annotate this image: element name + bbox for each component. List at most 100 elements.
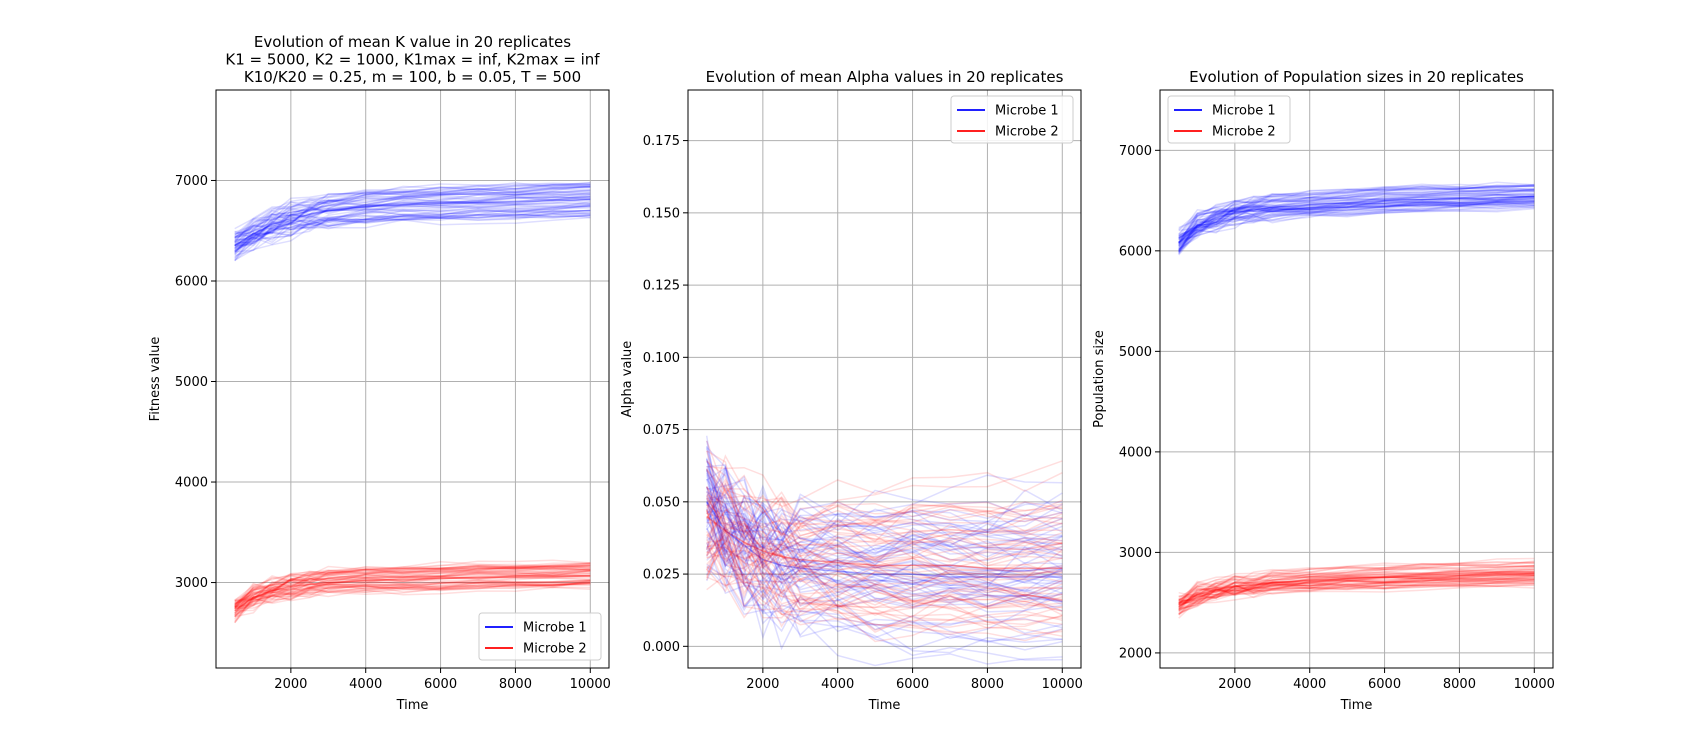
replicate-line [1178,564,1535,600]
replicate-line [1178,583,1535,610]
replicate-line [1178,201,1535,241]
replicate-line [1178,198,1535,243]
replicate-line [706,469,1063,530]
replicate-line [234,210,591,261]
replicate-line [706,542,1063,612]
replicate-line [1178,573,1535,603]
replicate-line [234,574,591,604]
replicate-line [706,528,1063,618]
x-tick-label: 4000 [821,677,854,692]
replicate-line [1178,186,1535,230]
replicate-line [1178,201,1535,251]
y-tick-label: 0.150 [643,206,680,221]
replicate-line [706,530,1063,607]
replicate-line [1178,568,1535,605]
replicate-line [234,196,591,249]
series-2 [705,440,1063,643]
replicate-line [1178,201,1535,254]
series-mean-line [706,501,1063,578]
chart-title: K10/K20 = 0.25, m = 100, b = 0.05, T = 5… [244,68,581,86]
replicate-line [234,562,591,614]
y-tick-label: 0.100 [643,351,680,366]
replicate-line [706,509,1063,567]
replicate-line [705,459,1063,566]
x-tick-label: 2000 [746,677,779,692]
replicate-line [1178,579,1535,606]
replicate-line [706,486,1063,577]
x-tick-label: 6000 [896,677,929,692]
y-axis-label: Fitness value [148,337,163,422]
y-tick-label: 5000 [175,375,208,390]
legend: Microbe 1 Microbe 2 [950,95,1074,144]
replicate-line [234,209,591,252]
replicate-line [1178,567,1535,605]
replicate-line [1178,184,1535,239]
replicate-line [1178,185,1535,235]
y-tick-label: 2000 [1119,646,1152,661]
replicate-line [705,497,1063,619]
replicate-line [705,468,1063,570]
replicate-line [234,567,591,605]
replicate-line [234,567,591,610]
replicate-line [1178,582,1535,616]
replicate-line [705,454,1063,537]
replicate-line [706,471,1063,541]
replicate-line [1178,571,1535,604]
replicate-line [234,579,591,608]
replicate-line [706,494,1063,543]
replicate-line [706,460,1063,566]
replicate-line [234,583,591,622]
replicate-line [1178,195,1535,240]
replicate-line [1178,560,1535,604]
ticks: 2000 4000 6000 8000 10000 3000 4000 5000 6000 700… [175,174,611,692]
replicate-line [1178,184,1535,243]
x-tick-label: 4000 [349,677,382,692]
replicate-line [706,487,1063,537]
replicate-line [706,539,1063,586]
x-tick-label: 10000 [1514,677,1555,692]
y-tick-label: 0.125 [643,279,680,294]
replicate-line [706,446,1063,556]
axes-frame [687,89,1082,669]
replicate-line [234,203,591,247]
series-mean-line [234,574,591,612]
replicate-line [1178,184,1535,245]
replicate-line [705,440,1063,525]
chart-3: 2000 4000 6000 8000 10000 2000 3000 4000 5000 600… [1092,68,1555,713]
replicate-line [1178,577,1535,615]
replicate-line [234,569,591,609]
x-tick-label: 2000 [274,677,307,692]
replicate-line [234,574,591,604]
replicate-line [234,574,591,610]
replicate-line [1178,181,1535,238]
replicate-line [705,509,1063,643]
chart-title: K1 = 5000, K2 = 1000, K1max = inf, K2max… [225,51,600,69]
series-2 [234,559,591,624]
replicate-line [706,520,1063,586]
series-1 [1178,181,1535,256]
replicate-line [1178,575,1535,612]
replicate-line [706,534,1063,607]
series-2 [1178,557,1535,619]
replicate-line [706,536,1063,608]
x-tick-label: 8000 [971,677,1004,692]
legend-label: Microbe 2 [523,642,587,657]
replicate-line [705,465,1063,566]
replicate-line [706,495,1063,551]
replicate-line [706,501,1063,542]
series-mean-line [1178,195,1535,244]
replicate-line [1178,197,1535,249]
replicate-line [1178,195,1535,250]
x-tick-label: 8000 [1443,677,1476,692]
replicate-line [234,195,591,245]
chart-1: 2000 4000 6000 8000 10000 3000 4000 5000 6000 700… [148,33,611,713]
replicate-line [706,459,1063,526]
replicate-line [234,205,591,258]
replicate-line [1178,200,1535,250]
replicate-line [234,183,591,240]
replicate-line [706,516,1063,606]
replicate-line [1178,566,1535,602]
x-tick-label: 2000 [1218,677,1251,692]
legend: Microbe 1 Microbe 2 [478,612,602,661]
replicate-line [1178,565,1535,608]
